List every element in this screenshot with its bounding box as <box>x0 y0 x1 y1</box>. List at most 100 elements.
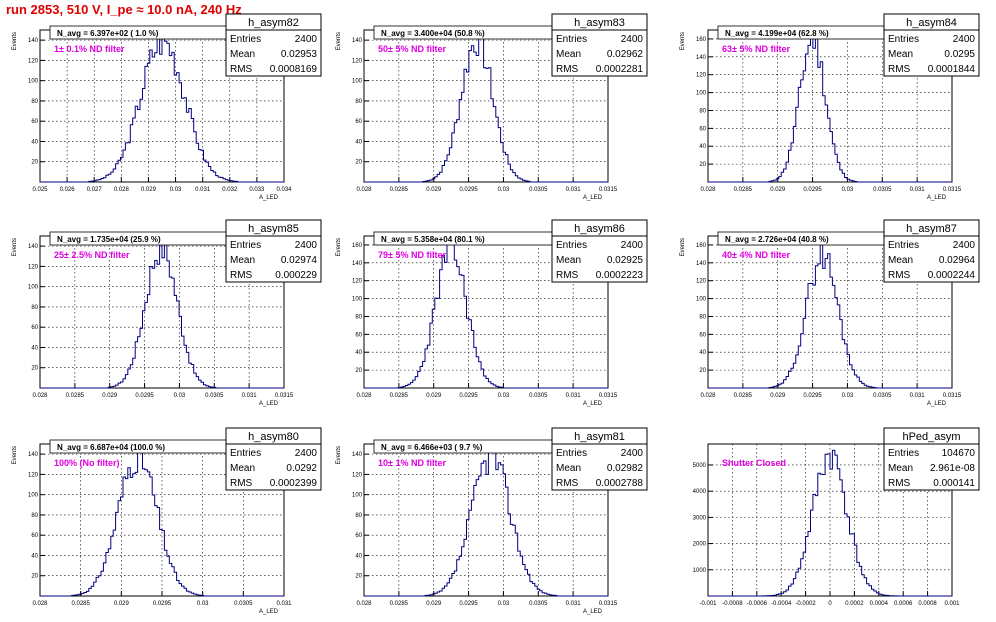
x-tick-label: 0.0305 <box>873 393 892 399</box>
navg-text: N_avg = 1.735e+04 (25.9 %) <box>57 235 161 244</box>
x-axis-label: A_LED <box>927 195 947 201</box>
y-tick-label: 160 <box>352 243 363 249</box>
stats-value-entries: 2400 <box>621 34 644 45</box>
x-tick-label: 0.03 <box>842 187 854 193</box>
stats-label-rms: RMS <box>230 270 253 281</box>
y-tick-label: 120 <box>696 279 707 285</box>
histogram-panel-h_asym82: 0.025 0.026 0.027 0.028 0.029 0.03 0.031 0.032 0… <box>12 13 322 201</box>
x-tick-label: 0 <box>828 601 832 607</box>
stats-label-rms: RMS <box>888 270 911 281</box>
stats-value-entries: 2400 <box>953 240 976 251</box>
y-tick-label: 60 <box>31 119 38 125</box>
x-tick-label: 0.0295 <box>459 393 478 399</box>
y-tick-label: 120 <box>352 279 363 285</box>
x-tick-label: 0.0285 <box>390 601 409 607</box>
filter-annotation: Shutter Closed <box>722 458 786 468</box>
stats-label-mean: Mean <box>888 463 913 474</box>
navg-text: N_avg = 2.726e+04 (40.8 %) <box>725 235 829 244</box>
y-tick-label: 40 <box>355 553 362 559</box>
y-tick-label: 20 <box>31 160 38 166</box>
stats-value-rms: 0.000141 <box>933 478 975 489</box>
stats-label-entries: Entries <box>230 448 261 459</box>
x-tick-label: 0.0008 <box>918 601 937 607</box>
filter-annotation: 1± 0.1% ND filter <box>54 44 125 54</box>
y-tick-label: 3000 <box>693 515 707 521</box>
stats-label-rms: RMS <box>556 478 579 489</box>
x-axis-label: A_LED <box>583 609 603 615</box>
stats-value-mean: 0.02962 <box>607 49 644 60</box>
x-tick-label: 0.032 <box>222 187 238 193</box>
x-tick-label: 0.0285 <box>734 187 753 193</box>
x-tick-label: 0.031 <box>566 393 582 399</box>
stats-label-mean: Mean <box>556 255 581 266</box>
filter-annotation: 63± 5% ND filter <box>722 44 790 54</box>
y-tick-label: 40 <box>31 553 38 559</box>
x-tick-label: 0.029 <box>426 187 442 193</box>
x-tick-label: 0.025 <box>32 187 48 193</box>
filter-annotation: 50± 5% ND filter <box>378 44 446 54</box>
x-tick-label: 0.0285 <box>734 393 753 399</box>
y-tick-label: 2000 <box>693 542 707 548</box>
histogram-name: hPed_asym <box>902 431 960 443</box>
stats-value-mean: 0.02953 <box>281 49 318 60</box>
x-tick-label: 0.028 <box>700 393 716 399</box>
y-axis-label: Events <box>12 32 18 50</box>
y-axis-label: Events <box>680 238 686 256</box>
x-tick-label: 0.031 <box>566 187 582 193</box>
stats-value-mean: 0.0292 <box>286 463 317 474</box>
y-tick-label: 120 <box>28 472 39 478</box>
stats-label-rms: RMS <box>888 478 911 489</box>
stats-label-mean: Mean <box>230 49 255 60</box>
x-tick-label: 0.0315 <box>599 393 618 399</box>
x-tick-label: 0.028 <box>32 393 48 399</box>
y-tick-label: 20 <box>699 368 706 374</box>
y-tick-label: 60 <box>31 325 38 331</box>
x-tick-label: 0.0006 <box>894 601 913 607</box>
navg-text: N_avg = 6.687e+04 (100.0 %) <box>57 443 165 452</box>
stats-box <box>551 427 648 491</box>
x-tick-label: 0.026 <box>60 187 76 193</box>
x-tick-label: 0.031 <box>242 393 258 399</box>
x-tick-label: 0.031 <box>195 187 211 193</box>
stats-value-rms: 0.0008169 <box>270 64 318 75</box>
stats-label-entries: Entries <box>556 240 587 251</box>
x-tick-label: 0.0295 <box>459 601 478 607</box>
x-tick-label: 0.0305 <box>529 187 548 193</box>
y-tick-label: 80 <box>699 108 706 114</box>
y-tick-label: 20 <box>355 368 362 374</box>
y-tick-label: 80 <box>355 314 362 320</box>
y-tick-label: 20 <box>355 160 362 166</box>
y-tick-label: 100 <box>28 79 39 85</box>
x-tick-label: 0.031 <box>910 393 926 399</box>
x-tick-label: 0.03 <box>498 187 510 193</box>
stats-value-rms: 0.000229 <box>275 270 317 281</box>
y-axis-label: Events <box>680 32 686 50</box>
x-tick-label: 0.0305 <box>873 187 892 193</box>
stats-box <box>225 219 322 283</box>
histogram-line <box>364 447 608 597</box>
x-tick-label: 0.03 <box>842 393 854 399</box>
stats-label-entries: Entries <box>230 34 261 45</box>
navg-text: N_avg = 6.466e+03 ( 9.7 %) <box>381 443 483 452</box>
histogram-panel-hPed_asym: -0.001 -0.0008 -0.0006 -0.0004 -0.0002 0 0.000… <box>693 427 980 607</box>
y-tick-label: 140 <box>28 38 39 44</box>
stats-value-rms: 0.0002281 <box>596 64 644 75</box>
y-tick-label: 160 <box>696 243 707 249</box>
stats-value-rms: 0.0002223 <box>596 270 644 281</box>
x-tick-label: 0.0285 <box>66 393 85 399</box>
histogram-panel-h_asym87: 0.028 0.0285 0.029 0.0295 0.03 0.0305 0.031 0.0… <box>680 219 980 407</box>
y-tick-label: 60 <box>31 533 38 539</box>
x-tick-label: 0.0315 <box>599 601 618 607</box>
x-tick-label: 0.03 <box>174 393 186 399</box>
x-tick-label: 0.028 <box>32 601 48 607</box>
filter-annotation: 79± 5% ND filter <box>378 250 446 260</box>
x-tick-label: 0.028 <box>356 187 372 193</box>
x-tick-label: 0.0295 <box>153 601 172 607</box>
stats-value-entries: 2400 <box>295 240 318 251</box>
x-tick-label: 0.03 <box>197 601 209 607</box>
histogram-panel-h_asym86: 0.028 0.0285 0.029 0.0295 0.03 0.0305 0.031 0.0… <box>336 219 648 407</box>
x-tick-label: 0.027 <box>87 187 103 193</box>
filter-annotation: 40± 4% ND filter <box>722 250 790 260</box>
histogram-name: h_asym83 <box>574 17 625 29</box>
